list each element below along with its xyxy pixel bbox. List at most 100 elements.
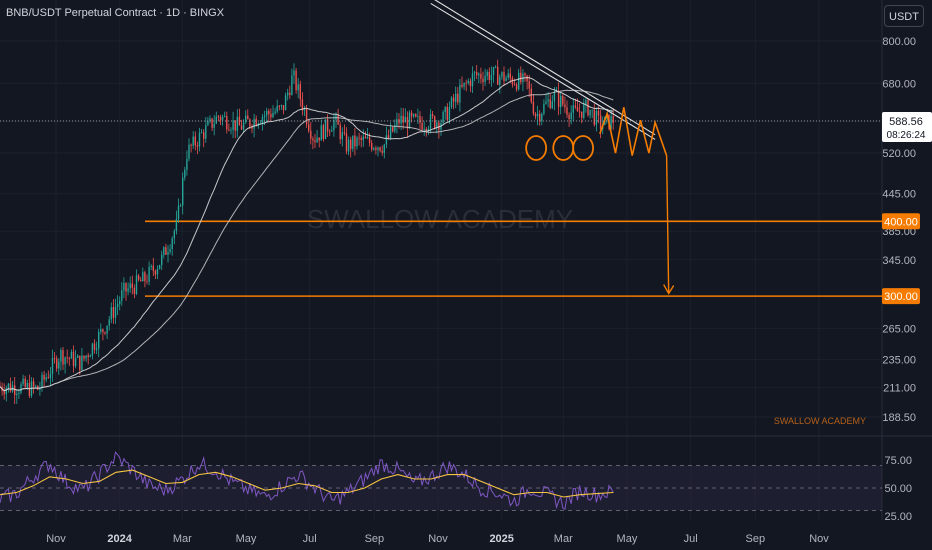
candle-body bbox=[123, 283, 125, 291]
candle-body bbox=[215, 116, 217, 124]
candle-body bbox=[98, 331, 100, 349]
price-tick-label: 800.00 bbox=[882, 36, 916, 48]
candle-body bbox=[70, 351, 73, 359]
candle-body bbox=[106, 325, 108, 334]
candle-body bbox=[383, 144, 385, 153]
candle-body bbox=[26, 382, 28, 387]
price-tick-label: 520.00 bbox=[882, 148, 916, 160]
candle-body bbox=[171, 238, 173, 249]
candle-body bbox=[161, 254, 163, 266]
price-tick-label: 680.00 bbox=[882, 78, 916, 90]
candle-body bbox=[255, 118, 257, 126]
candle-body bbox=[576, 107, 579, 112]
ma-fast-line bbox=[0, 77, 614, 392]
candle-body bbox=[240, 125, 243, 130]
candle-body bbox=[209, 118, 211, 122]
candle-body bbox=[446, 106, 448, 120]
level-price-tag bbox=[882, 288, 920, 305]
time-axis[interactable]: Nov 2024 Mar May Jul Sep Nov 2025 Mar May Jul Sep No… bbox=[46, 533, 829, 545]
candle-body bbox=[72, 351, 75, 367]
candle-body bbox=[337, 115, 339, 125]
candle-body bbox=[268, 110, 270, 115]
candle-body bbox=[224, 116, 226, 117]
candle-body bbox=[14, 385, 16, 396]
candle-body bbox=[108, 319, 110, 326]
candle-body bbox=[158, 265, 161, 269]
candle-body bbox=[110, 307, 112, 320]
candle-body bbox=[114, 306, 117, 318]
candle-body bbox=[379, 147, 381, 151]
time-tick-label: May bbox=[236, 533, 257, 545]
candle-body bbox=[3, 391, 5, 395]
candle-body bbox=[41, 374, 43, 388]
price-axis[interactable]: 800.00680.00520.00445.00385.00345.00265.… bbox=[882, 36, 932, 523]
candle-body bbox=[406, 117, 409, 129]
candle-body bbox=[79, 355, 81, 371]
projected-zigzag[interactable] bbox=[599, 107, 668, 156]
candle-body bbox=[112, 307, 115, 318]
projection-arrow[interactable] bbox=[665, 155, 670, 294]
last-price-tag bbox=[882, 112, 932, 142]
candle-body bbox=[154, 270, 157, 275]
candle-body bbox=[104, 332, 106, 334]
candle-body bbox=[574, 105, 577, 108]
candle-body bbox=[221, 116, 224, 121]
candle-body bbox=[555, 90, 558, 92]
candle-body bbox=[362, 136, 364, 140]
candle-body bbox=[276, 105, 278, 112]
candle-body bbox=[247, 115, 249, 120]
candle-body bbox=[293, 70, 295, 76]
candle-body bbox=[272, 112, 274, 118]
candle-body bbox=[469, 80, 472, 87]
candle-body bbox=[127, 288, 129, 292]
candle-body bbox=[324, 119, 327, 140]
candle-body bbox=[35, 385, 37, 387]
candle-body bbox=[459, 84, 461, 103]
candle-body bbox=[539, 113, 541, 121]
candle-body bbox=[566, 107, 568, 115]
candle-body bbox=[318, 137, 320, 141]
candle-body bbox=[331, 130, 333, 132]
candle-body bbox=[524, 73, 526, 76]
watermark-small: SWALLOW ACADEMY bbox=[774, 416, 866, 426]
candle-body bbox=[547, 99, 549, 102]
candle-body bbox=[507, 73, 509, 78]
candle-body bbox=[358, 137, 360, 139]
candle-body bbox=[68, 357, 70, 359]
candle-body bbox=[175, 219, 178, 231]
candle-body bbox=[219, 116, 222, 121]
candle-body bbox=[408, 112, 411, 129]
circled-low[interactable] bbox=[572, 135, 595, 161]
candle-body bbox=[480, 73, 482, 79]
candle-body bbox=[238, 116, 241, 126]
circled-low[interactable] bbox=[525, 135, 548, 161]
candle-body bbox=[93, 343, 96, 350]
time-tick-label: Mar bbox=[554, 533, 573, 545]
candle-body bbox=[442, 112, 444, 123]
candle-body bbox=[95, 348, 98, 350]
candle-body bbox=[81, 355, 83, 371]
candle-body bbox=[343, 132, 346, 134]
candle-body bbox=[444, 106, 446, 113]
candle-body bbox=[497, 66, 499, 85]
currency-button[interactable]: USDT bbox=[884, 5, 924, 27]
candle-body bbox=[341, 132, 343, 140]
candle-body bbox=[77, 355, 79, 358]
candle-body bbox=[438, 122, 440, 130]
candle-body bbox=[49, 373, 52, 378]
rsi-ma-line bbox=[0, 469, 614, 498]
descending-trendline[interactable] bbox=[430, 2, 656, 140]
candle-body bbox=[211, 118, 213, 128]
candle-body bbox=[83, 355, 85, 359]
candle-body bbox=[282, 105, 285, 111]
descending-trendline[interactable] bbox=[431, 0, 656, 136]
candle-body bbox=[410, 112, 413, 117]
candle-body bbox=[278, 105, 280, 107]
candle-body bbox=[28, 382, 31, 396]
candle-body bbox=[133, 287, 136, 294]
candle-body bbox=[308, 124, 310, 131]
candle-body bbox=[583, 104, 585, 118]
last-price-label: 588.56 bbox=[889, 116, 923, 128]
candle-body bbox=[612, 116, 614, 124]
